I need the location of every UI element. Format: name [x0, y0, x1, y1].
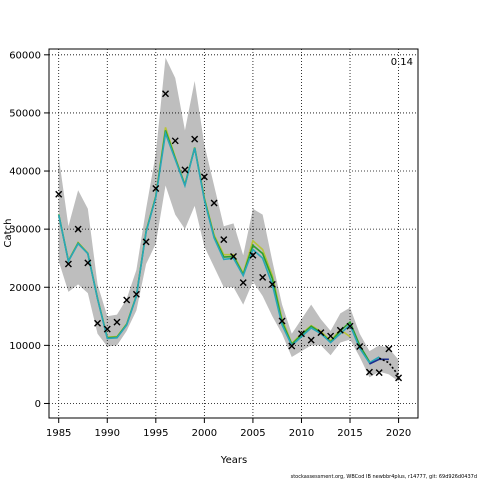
- observed-point: [307, 336, 315, 344]
- y-tick-label: 0: [35, 399, 41, 410]
- observed-point: [132, 290, 140, 298]
- observed-point: [278, 317, 286, 325]
- y-tick-label: 40000: [9, 167, 41, 178]
- observed-point: [395, 374, 403, 382]
- observed-point: [259, 273, 267, 281]
- observed-point: [365, 368, 373, 376]
- x-tick-label: 2005: [240, 428, 265, 439]
- x-tick-label: 1990: [95, 428, 120, 439]
- observed-point: [385, 345, 393, 353]
- observed-point: [249, 251, 257, 259]
- observed-point: [327, 332, 335, 340]
- observed-point: [152, 184, 160, 192]
- confidence-band: [58, 57, 399, 382]
- y-tick-label: 50000: [9, 108, 41, 119]
- plot-area: [49, 49, 418, 418]
- observed-point: [64, 260, 72, 268]
- observed-point: [239, 279, 247, 287]
- retro-peel-line: [57, 130, 380, 364]
- observed-point: [103, 325, 111, 333]
- observed-point: [113, 318, 121, 326]
- observed-point: [336, 326, 344, 334]
- observed-point: [220, 236, 228, 244]
- observed-point: [230, 252, 237, 260]
- observed-point: [375, 369, 383, 377]
- x-tick-label: 2010: [289, 428, 314, 439]
- observed-point: [181, 166, 189, 174]
- y-tick-label: 60000: [9, 50, 41, 61]
- y-tick-label: 20000: [9, 283, 41, 294]
- x-tick-label: 2020: [386, 428, 411, 439]
- observed-point: [346, 322, 354, 330]
- observed-point: [123, 296, 131, 304]
- axes: 1985 1990 1995 2000 2005 2010 2015 2020 0 10000 20…: [9, 48, 419, 439]
- y-axis-title: Catch: [3, 219, 14, 248]
- footer-credit: stockassessment.org, WBCod IB newbbr4plu…: [291, 474, 477, 480]
- observed-point: [191, 135, 199, 143]
- observed-point: [200, 173, 208, 181]
- x-axis-title: Years: [220, 455, 247, 466]
- observed-point: [171, 137, 179, 145]
- corner-label: 0.14: [391, 57, 413, 68]
- x-tick-label: 2000: [192, 428, 217, 439]
- observed-point: [297, 330, 305, 338]
- plot-frame: [48, 48, 419, 419]
- observed-point: [94, 319, 102, 327]
- observed-point: [162, 90, 170, 98]
- observed-point: [55, 190, 63, 198]
- retro-peel-line: [369, 358, 389, 365]
- estimate-line: [378, 357, 400, 377]
- observed-point: [74, 225, 82, 233]
- observed-point: [356, 343, 364, 351]
- observed-point: [288, 342, 296, 350]
- y-tick-label: 10000: [9, 341, 41, 352]
- observed-point: [84, 259, 92, 267]
- y-tick-label: 30000: [9, 225, 41, 236]
- x-tick-label: 1985: [46, 428, 71, 439]
- observed-point: [210, 199, 218, 207]
- observed-point: [268, 280, 276, 288]
- x-tick-label: 1995: [143, 428, 168, 439]
- x-tick-label: 2015: [337, 428, 362, 439]
- observed-point: [317, 329, 325, 337]
- observed-point: [142, 238, 150, 246]
